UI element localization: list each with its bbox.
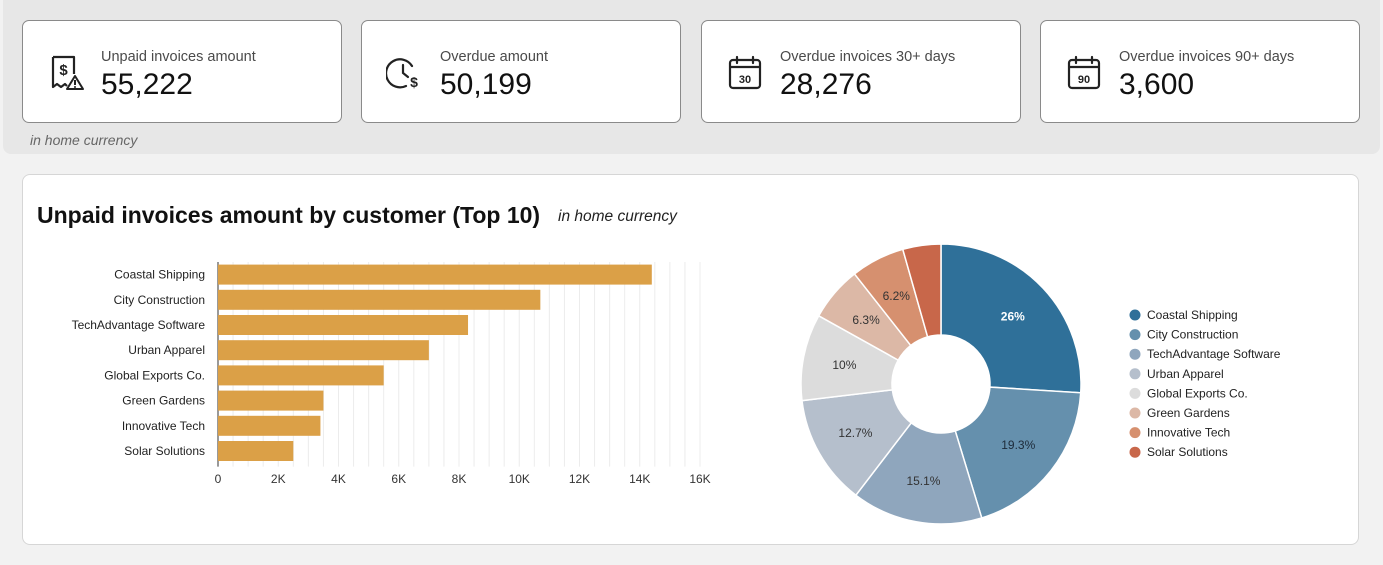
kpi-value: 50,199 [440, 68, 532, 101]
slice-value-label: 26% [1001, 310, 1025, 324]
calendar-90-icon: 90 [1067, 55, 1101, 90]
y-category-label: Solar Solutions [124, 444, 205, 458]
svg-text:$: $ [410, 74, 418, 90]
kpi-value: 55,222 [101, 68, 193, 101]
clock-dollar-icon: $ [386, 58, 418, 90]
bar [218, 441, 294, 461]
kpi-card-overdue-30: 30 Overdue invoices 30+ days 28,276 [701, 20, 1021, 123]
panel-title: Unpaid invoices amount by customer (Top … [37, 202, 541, 228]
kpi-label: Overdue invoices 90+ days [1119, 49, 1295, 65]
legend-swatch [1129, 407, 1141, 419]
kpi-currency-note: in home currency [30, 132, 138, 148]
slice-value-label: 12.7% [838, 426, 872, 440]
kpi-label: Unpaid invoices amount [101, 49, 256, 65]
legend-swatch [1129, 348, 1141, 360]
legend-swatch [1129, 329, 1141, 341]
slice-value-label: 6.2% [883, 289, 911, 303]
receipt-dollar-warning-icon: $ [51, 55, 84, 90]
bar [218, 289, 541, 310]
x-tick-label: 12K [569, 472, 590, 486]
slice-value-label: 15.1% [906, 474, 940, 488]
bar [218, 390, 324, 411]
y-category-label: City Construction [114, 293, 205, 307]
legend-label: Urban Apparel [1147, 367, 1224, 381]
y-category-label: Innovative Tech [122, 419, 205, 433]
donut-slice [954, 386, 1082, 519]
y-category-label: Global Exports Co. [104, 368, 205, 382]
x-tick-label: 0 [215, 472, 222, 486]
x-tick-label: 14K [629, 472, 650, 486]
donut-slice [801, 389, 913, 497]
y-category-label: Urban Apparel [128, 343, 205, 357]
slice-value-label: 19.3% [1001, 438, 1035, 452]
bar [218, 365, 384, 386]
kpi-label: Overdue invoices 30+ days [780, 49, 956, 65]
legend-label: Green Gardens [1147, 406, 1230, 420]
bar [218, 264, 652, 285]
bar [218, 340, 429, 361]
svg-text:30: 30 [739, 74, 751, 86]
donut-slice [901, 243, 942, 338]
svg-text:90: 90 [1078, 74, 1090, 86]
x-tick-label: 16K [689, 472, 710, 486]
kpi-card-overdue-90: 90 Overdue invoices 90+ days 3,600 [1040, 20, 1360, 123]
calendar-30-icon: 30 [728, 55, 762, 90]
x-tick-label: 10K [509, 472, 530, 486]
bar [218, 315, 469, 335]
legend-swatch [1129, 387, 1141, 399]
legend-swatch [1129, 446, 1141, 458]
legend-swatch [1129, 368, 1141, 380]
kpi-card-overdue: $ Overdue amount 50,199 [361, 20, 681, 123]
panel-subtitle: in home currency [558, 208, 677, 225]
legend-label: Innovative Tech [1147, 426, 1230, 440]
x-tick-label: 2K [271, 472, 286, 486]
bar-chart: 0 2K 4K 6K 8K 10K 12K 14K 16K Coastal Shipping Cit… [72, 262, 711, 486]
legend-label: Global Exports Co. [1147, 386, 1248, 400]
legend-label: Solar Solutions [1147, 445, 1228, 459]
y-category-label: Green Gardens [122, 394, 205, 408]
kpi-card-unpaid: $ Unpaid invoices amount 55,222 [22, 20, 342, 123]
legend-label: TechAdvantage Software [1147, 347, 1281, 361]
legend-label: Coastal Shipping [1147, 308, 1238, 322]
legend-label: City Construction [1147, 328, 1238, 342]
x-tick-label: 6K [391, 472, 406, 486]
kpi-label: Overdue amount [440, 49, 549, 65]
x-tick-label: 8K [452, 472, 467, 486]
svg-text:$: $ [59, 62, 68, 79]
donut-chart: 26% 19.3% 15.1% 12.7% 10% 6.3%6.2% Coastal Shi… [800, 243, 1281, 525]
slice-value-label: 10% [832, 358, 856, 372]
donut-slice [940, 243, 1082, 394]
y-category-label: Coastal Shipping [114, 268, 205, 282]
legend-swatch [1129, 309, 1141, 321]
donut-slice [854, 421, 983, 525]
y-category-label: TechAdvantage Software [72, 318, 206, 332]
bar [218, 415, 321, 436]
legend-swatch [1129, 427, 1141, 439]
slice-value-label: 6.3% [852, 313, 880, 327]
kpi-value: 3,600 [1119, 68, 1195, 101]
kpi-value: 28,276 [780, 68, 872, 101]
x-tick-label: 4K [331, 472, 346, 486]
